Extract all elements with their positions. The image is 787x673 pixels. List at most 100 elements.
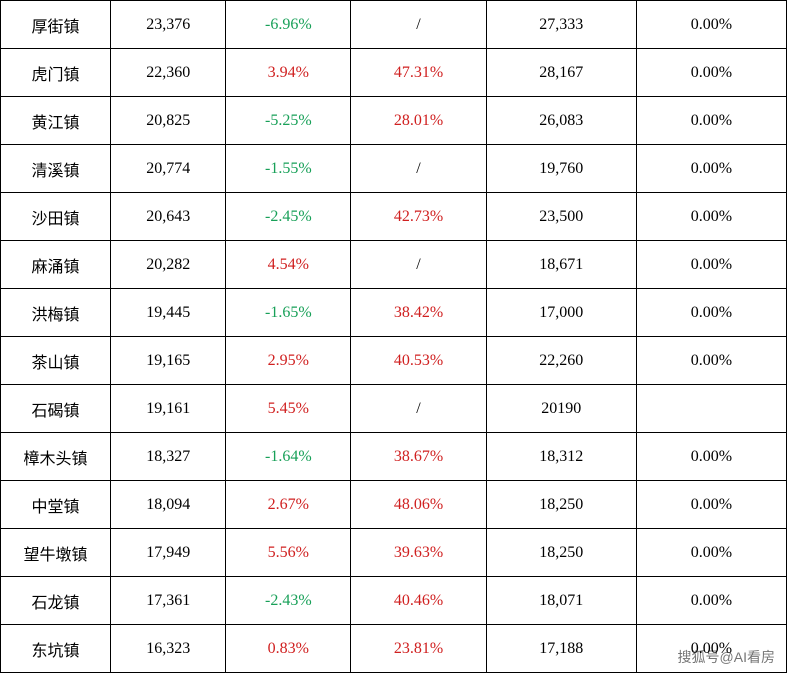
cell-value-2: 19,760 (486, 145, 636, 193)
cell-town-name: 石龙镇 (1, 577, 111, 625)
cell-ratio-pct: / (351, 1, 486, 49)
cell-value-1: 18,094 (111, 481, 226, 529)
cell-ratio-pct: 48.06% (351, 481, 486, 529)
table-row: 樟木头镇18,327-1.64%38.67%18,3120.00% (1, 433, 787, 481)
cell-ratio-pct: / (351, 385, 486, 433)
table-row: 茶山镇19,1652.95%40.53%22,2600.00% (1, 337, 787, 385)
table-row: 沙田镇20,643-2.45%42.73%23,5000.00% (1, 193, 787, 241)
cell-value-2: 18,250 (486, 481, 636, 529)
cell-zero-pct: 0.00% (636, 193, 786, 241)
cell-zero-pct: 0.00% (636, 481, 786, 529)
cell-value-1: 20,774 (111, 145, 226, 193)
cell-change-pct: 2.95% (226, 337, 351, 385)
cell-value-2: 18,671 (486, 241, 636, 289)
data-table: 厚街镇23,376-6.96%/27,3330.00%虎门镇22,3603.94… (0, 0, 787, 673)
cell-ratio-pct: / (351, 145, 486, 193)
cell-ratio-pct: 40.53% (351, 337, 486, 385)
cell-change-pct: 3.94% (226, 49, 351, 97)
cell-town-name: 茶山镇 (1, 337, 111, 385)
cell-change-pct: -2.43% (226, 577, 351, 625)
cell-zero-pct: 0.00% (636, 49, 786, 97)
cell-value-1: 20,643 (111, 193, 226, 241)
cell-value-2: 18,250 (486, 529, 636, 577)
cell-value-1: 19,165 (111, 337, 226, 385)
cell-value-2: 27,333 (486, 1, 636, 49)
cell-value-2: 23,500 (486, 193, 636, 241)
cell-zero-pct: 0.00% (636, 529, 786, 577)
table-row: 黄江镇20,825-5.25%28.01%26,0830.00% (1, 97, 787, 145)
cell-zero-pct: 0.00% (636, 625, 786, 673)
cell-value-1: 19,161 (111, 385, 226, 433)
cell-ratio-pct: 47.31% (351, 49, 486, 97)
cell-value-1: 17,361 (111, 577, 226, 625)
cell-town-name: 黄江镇 (1, 97, 111, 145)
cell-change-pct: -2.45% (226, 193, 351, 241)
cell-zero-pct (636, 385, 786, 433)
cell-town-name: 洪梅镇 (1, 289, 111, 337)
cell-change-pct: 5.56% (226, 529, 351, 577)
table-row: 清溪镇20,774-1.55%/19,7600.00% (1, 145, 787, 193)
table-row: 麻涌镇20,2824.54%/18,6710.00% (1, 241, 787, 289)
cell-value-1: 18,327 (111, 433, 226, 481)
cell-zero-pct: 0.00% (636, 577, 786, 625)
table-body: 厚街镇23,376-6.96%/27,3330.00%虎门镇22,3603.94… (1, 1, 787, 673)
table-container: 厚街镇23,376-6.96%/27,3330.00%虎门镇22,3603.94… (0, 0, 787, 673)
cell-town-name: 麻涌镇 (1, 241, 111, 289)
cell-value-1: 16,323 (111, 625, 226, 673)
cell-value-2: 20190 (486, 385, 636, 433)
table-row: 厚街镇23,376-6.96%/27,3330.00% (1, 1, 787, 49)
cell-town-name: 虎门镇 (1, 49, 111, 97)
cell-change-pct: -6.96% (226, 1, 351, 49)
table-row: 石龙镇17,361-2.43%40.46%18,0710.00% (1, 577, 787, 625)
cell-ratio-pct: 38.67% (351, 433, 486, 481)
cell-ratio-pct: / (351, 241, 486, 289)
cell-value-2: 17,000 (486, 289, 636, 337)
cell-change-pct: -1.65% (226, 289, 351, 337)
cell-value-1: 20,825 (111, 97, 226, 145)
cell-value-2: 18,071 (486, 577, 636, 625)
cell-value-2: 17,188 (486, 625, 636, 673)
cell-change-pct: 0.83% (226, 625, 351, 673)
cell-town-name: 清溪镇 (1, 145, 111, 193)
cell-ratio-pct: 42.73% (351, 193, 486, 241)
cell-ratio-pct: 40.46% (351, 577, 486, 625)
cell-town-name: 樟木头镇 (1, 433, 111, 481)
cell-change-pct: -1.55% (226, 145, 351, 193)
cell-ratio-pct: 23.81% (351, 625, 486, 673)
table-row: 洪梅镇19,445-1.65%38.42%17,0000.00% (1, 289, 787, 337)
cell-ratio-pct: 39.63% (351, 529, 486, 577)
table-row: 石碣镇19,1615.45%/20190 (1, 385, 787, 433)
cell-town-name: 沙田镇 (1, 193, 111, 241)
cell-change-pct: -5.25% (226, 97, 351, 145)
cell-zero-pct: 0.00% (636, 1, 786, 49)
cell-ratio-pct: 38.42% (351, 289, 486, 337)
cell-zero-pct: 0.00% (636, 145, 786, 193)
table-row: 虎门镇22,3603.94%47.31%28,1670.00% (1, 49, 787, 97)
table-row: 东坑镇16,3230.83%23.81%17,1880.00% (1, 625, 787, 673)
cell-zero-pct: 0.00% (636, 97, 786, 145)
cell-value-1: 20,282 (111, 241, 226, 289)
table-row: 望牛墩镇17,9495.56%39.63%18,2500.00% (1, 529, 787, 577)
cell-change-pct: 4.54% (226, 241, 351, 289)
cell-town-name: 石碣镇 (1, 385, 111, 433)
cell-change-pct: -1.64% (226, 433, 351, 481)
cell-value-1: 19,445 (111, 289, 226, 337)
cell-change-pct: 5.45% (226, 385, 351, 433)
cell-town-name: 厚街镇 (1, 1, 111, 49)
cell-value-1: 22,360 (111, 49, 226, 97)
cell-town-name: 望牛墩镇 (1, 529, 111, 577)
cell-zero-pct: 0.00% (636, 337, 786, 385)
cell-value-2: 28,167 (486, 49, 636, 97)
cell-value-2: 22,260 (486, 337, 636, 385)
cell-zero-pct: 0.00% (636, 241, 786, 289)
cell-ratio-pct: 28.01% (351, 97, 486, 145)
cell-value-2: 26,083 (486, 97, 636, 145)
cell-value-1: 17,949 (111, 529, 226, 577)
cell-value-2: 18,312 (486, 433, 636, 481)
cell-town-name: 东坑镇 (1, 625, 111, 673)
table-row: 中堂镇18,0942.67%48.06%18,2500.00% (1, 481, 787, 529)
cell-zero-pct: 0.00% (636, 433, 786, 481)
cell-value-1: 23,376 (111, 1, 226, 49)
cell-change-pct: 2.67% (226, 481, 351, 529)
cell-zero-pct: 0.00% (636, 289, 786, 337)
